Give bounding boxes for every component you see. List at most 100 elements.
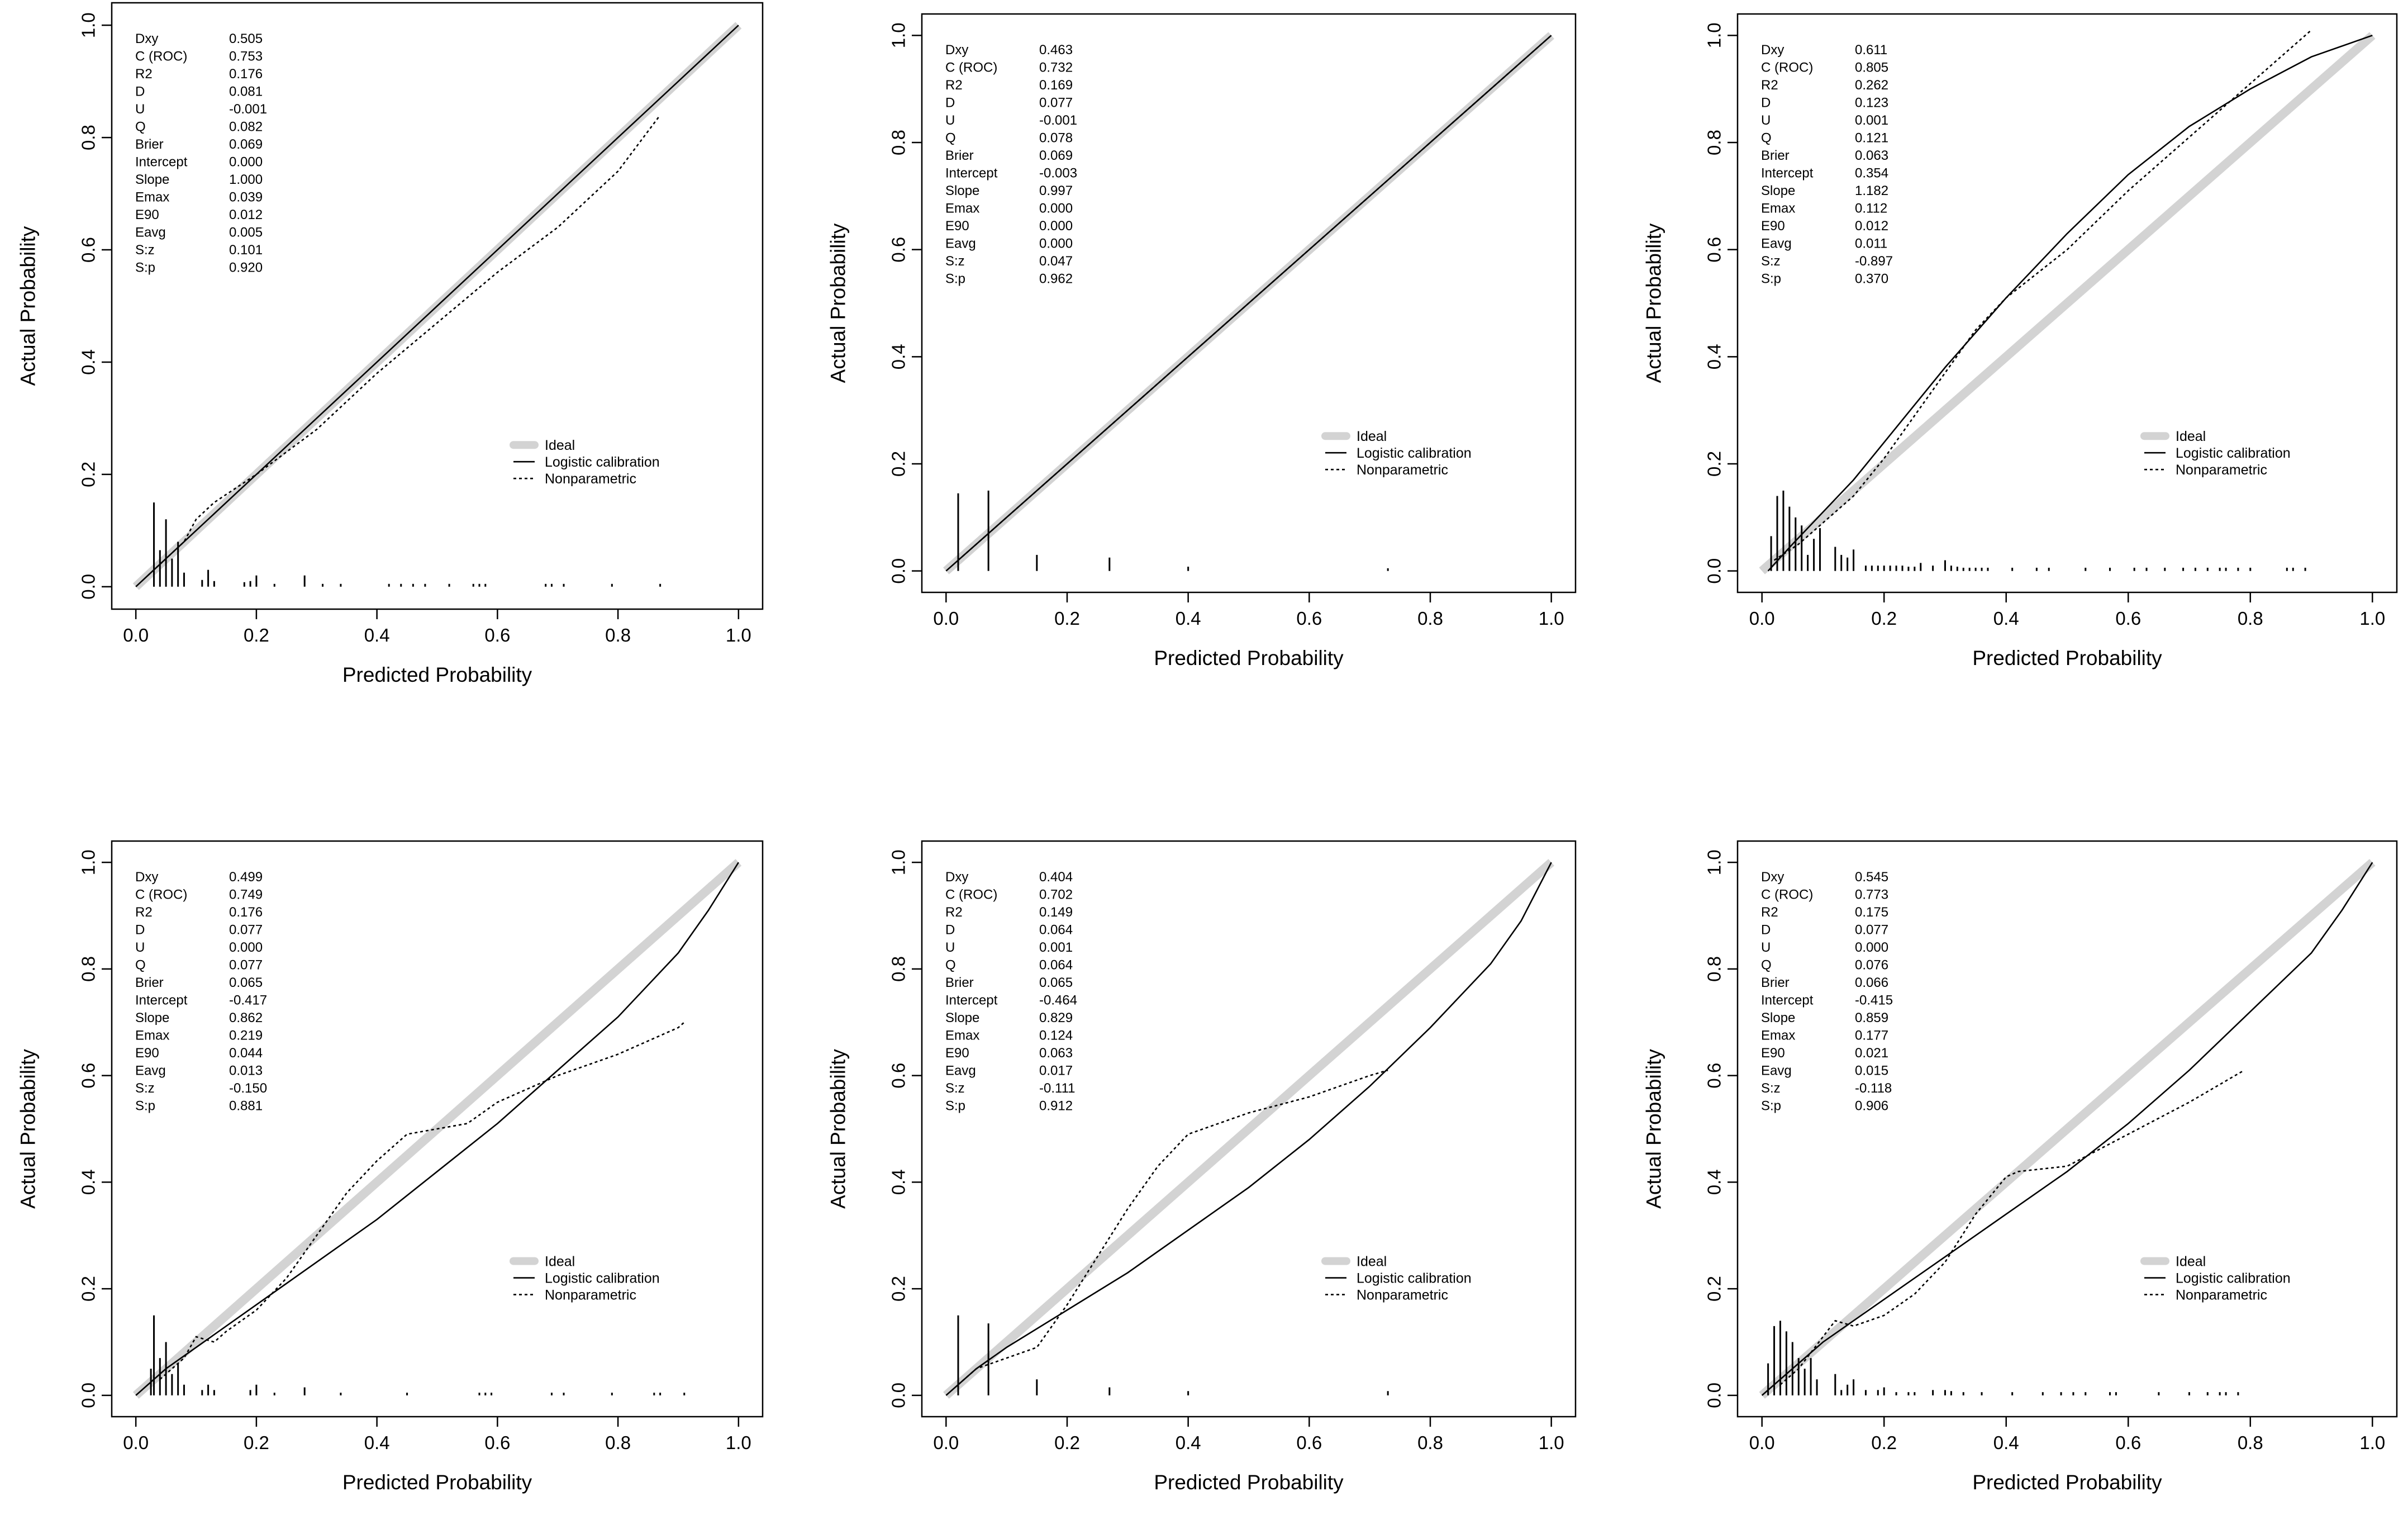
calibration-panel-3: 0.0 0.0 0.2 0.2 0.4 0.4 0.6 0.6 0.8 0.8 1.0 1.0 Pred… <box>1643 13 2398 669</box>
plot-frame <box>921 13 1577 593</box>
stat-label: Slope <box>135 172 169 187</box>
plot-frame <box>111 840 764 1418</box>
stat-value: 0.123 <box>1855 96 1888 111</box>
legend-label: Logistic calibration <box>545 1271 660 1286</box>
stat-value: 0.370 <box>1855 272 1888 287</box>
y-tick-label: 0.6 <box>1704 1063 1725 1089</box>
logistic-calibration-line <box>1761 862 2373 1396</box>
calibration-panel-4: 0.0 0.0 0.2 0.2 0.4 0.4 0.6 0.6 0.8 0.8 1.0 1.0 Pred… <box>17 840 764 1494</box>
stat-label: C (ROC) <box>135 49 187 64</box>
stat-value: 0.069 <box>229 137 263 152</box>
stats-block: Dxy 0.545 C (ROC) 0.773 R2 0.175 D 0.077 U 0.000 Q… <box>1761 870 1893 1114</box>
y-tick-label: 0.4 <box>1704 344 1725 369</box>
y-axis-title: Actual Probability <box>1643 1049 1665 1209</box>
y-tick-label: 0.0 <box>78 574 99 600</box>
x-tick-label: 0.2 <box>1054 608 1080 629</box>
stat-value: 0.773 <box>1855 887 1888 903</box>
x-tick-label: 0.2 <box>244 1432 269 1453</box>
stat-label: Emax <box>135 1028 169 1043</box>
calibration-panel-2: 0.0 0.0 0.2 0.2 0.4 0.4 0.6 0.6 0.8 0.8 1.0 1.0 Pred… <box>827 13 1577 669</box>
stat-label: S:p <box>1761 272 1781 287</box>
plot-area <box>1759 859 2376 1399</box>
stat-label: S:z <box>1761 1081 1781 1096</box>
y-tick-label: 0.2 <box>888 1276 909 1302</box>
stat-label: S:z <box>1761 254 1781 269</box>
stat-label: Intercept <box>1761 993 1814 1008</box>
x-tick-label: 0.6 <box>1296 1432 1322 1453</box>
stats-block: Dxy 0.404 C (ROC) 0.702 R2 0.149 D 0.064 U 0.001 Q… <box>945 870 1077 1114</box>
stat-value: 0.013 <box>229 1063 263 1079</box>
stat-label: Brier <box>135 975 164 990</box>
x-tick-label: 0.6 <box>1296 608 1322 629</box>
logistic-calibration-line <box>135 862 739 1396</box>
stat-value: 0.081 <box>229 84 263 99</box>
stat-label: Eavg <box>1761 1063 1792 1079</box>
legend-label: Logistic calibration <box>1357 445 1472 461</box>
x-tick-label: 1.0 <box>2359 608 2385 629</box>
stats-block: Dxy 0.505 C (ROC) 0.753 R2 0.176 D 0.081 U -0.001… <box>135 31 267 276</box>
stat-label: C (ROC) <box>945 60 997 75</box>
x-tick-label: 0.8 <box>2238 1432 2263 1453</box>
stat-value: 0.000 <box>229 940 263 955</box>
stat-value: 0.039 <box>229 190 263 205</box>
stat-label: Slope <box>1761 1010 1795 1025</box>
x-tick-label: 1.0 <box>726 1432 751 1453</box>
x-tick-label: 0.6 <box>484 1432 510 1453</box>
stat-value: 0.000 <box>1039 236 1073 251</box>
legend-label: Logistic calibration <box>2176 1271 2291 1286</box>
x-tick-label: 0.6 <box>2115 608 2141 629</box>
x-tick-label: 0.8 <box>2238 608 2263 629</box>
stat-label: R2 <box>1761 78 1778 93</box>
stat-value: 0.044 <box>229 1046 263 1061</box>
stat-label: S:z <box>945 1081 965 1096</box>
nonparametric-line <box>1773 29 2312 561</box>
plot-frame <box>1736 13 2398 593</box>
y-tick-label: 0.8 <box>1704 956 1725 982</box>
stat-value: 0.063 <box>1039 1046 1073 1061</box>
calibration-panel-5: 0.0 0.0 0.2 0.2 0.4 0.4 0.6 0.6 0.8 0.8 1.0 1.0 Pred… <box>827 840 1577 1494</box>
x-tick-label: 0.0 <box>1749 608 1775 629</box>
stat-label: C (ROC) <box>135 887 187 903</box>
stat-label: Intercept <box>1761 166 1814 181</box>
legend-label: Ideal <box>2176 429 2206 444</box>
y-axis-title: Actual Probability <box>827 1049 850 1209</box>
stat-value: -0.001 <box>1039 113 1077 128</box>
y-axis-title: Actual Probability <box>1643 223 1665 383</box>
stat-label: Eavg <box>945 236 976 251</box>
stats-block: Dxy 0.499 C (ROC) 0.749 R2 0.176 D 0.077 U 0.000 Q… <box>135 870 267 1114</box>
x-tick-label: 0.2 <box>1871 608 1897 629</box>
stat-label: Intercept <box>135 993 188 1008</box>
y-tick-label: 0.8 <box>888 130 909 155</box>
x-tick-label: 0.2 <box>1871 1432 1897 1453</box>
y-tick-label: 1.0 <box>1704 22 1725 48</box>
stat-label: Eavg <box>135 225 166 240</box>
x-tick-label: 0.0 <box>123 1432 149 1453</box>
stat-label: Eavg <box>135 1063 166 1079</box>
y-axis-title: Actual Probability <box>827 223 850 383</box>
stat-value: 0.906 <box>1855 1099 1888 1114</box>
stat-label: Dxy <box>1761 42 1784 58</box>
stat-label: U <box>945 113 955 128</box>
plot-area <box>132 859 742 1399</box>
calibration-panel-1: 0.0 0.0 0.2 0.2 0.4 0.4 0.6 0.6 0.8 0.8 1.0 1.0 Pred… <box>17 2 764 686</box>
stat-label: R2 <box>1761 905 1778 920</box>
y-tick-label: 0.6 <box>1704 237 1725 263</box>
legend-label: Logistic calibration <box>1357 1271 1472 1286</box>
legend-label: Nonparametric <box>2176 1288 2267 1303</box>
y-tick-label: 0.0 <box>888 558 909 584</box>
x-tick-label: 1.0 <box>1539 1432 1564 1453</box>
y-tick-label: 0.8 <box>78 956 99 982</box>
stat-label: R2 <box>135 905 153 920</box>
stat-label: Emax <box>945 201 979 216</box>
stat-value: 0.499 <box>229 870 263 885</box>
stat-label: Intercept <box>135 155 188 170</box>
stat-label: Slope <box>1761 183 1795 198</box>
stat-label: Emax <box>1761 1028 1795 1043</box>
stat-label: Slope <box>135 1010 169 1025</box>
plot-area <box>132 22 742 590</box>
stat-value: -0.417 <box>229 993 267 1008</box>
y-tick-label: 0.2 <box>78 1276 99 1302</box>
